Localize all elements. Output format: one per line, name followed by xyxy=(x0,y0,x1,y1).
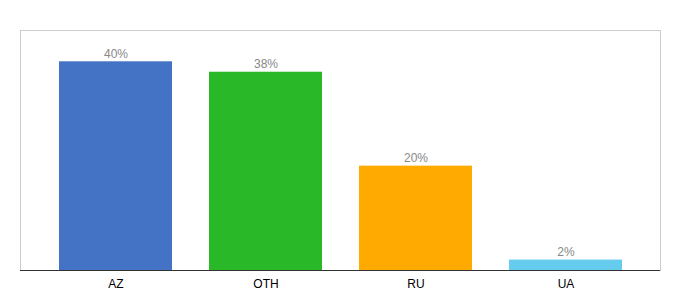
svg-text:20%: 20% xyxy=(404,151,428,165)
svg-text:40%: 40% xyxy=(104,47,128,61)
svg-text:UA: UA xyxy=(558,277,575,291)
svg-text:RU: RU xyxy=(407,277,424,291)
svg-text:2%: 2% xyxy=(557,245,575,259)
svg-text:38%: 38% xyxy=(254,57,278,71)
svg-text:OTH: OTH xyxy=(253,277,278,291)
svg-text:AZ: AZ xyxy=(108,277,123,291)
